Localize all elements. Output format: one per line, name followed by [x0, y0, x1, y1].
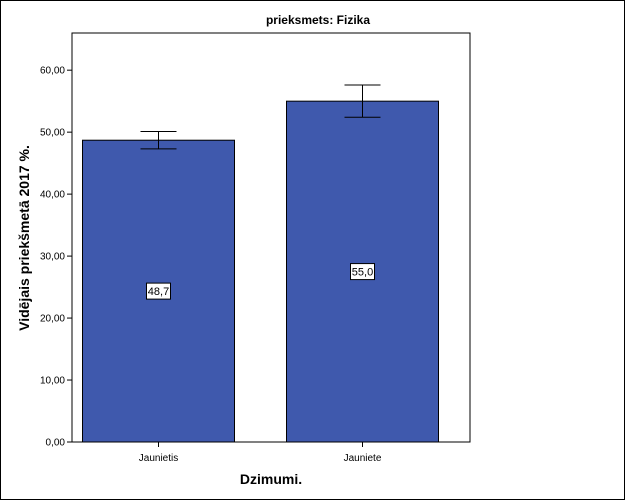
y-tick-label: 0,00 — [46, 438, 66, 449]
data-label: 55,0 — [352, 267, 373, 279]
y-axis-title: Vidējais priekšmetā 2017 %. — [16, 145, 32, 331]
x-tick-label: Jauniete — [344, 453, 382, 464]
chart-title: prieksmets: Fizika — [266, 13, 370, 27]
y-axis: 0,00 10,00 20,00 30,00 40,00 50,00 60,00 — [40, 66, 72, 449]
y-tick-label: 10,00 — [40, 376, 65, 387]
y-tick-label: 50,00 — [40, 128, 65, 139]
y-tick-label: 30,00 — [40, 252, 65, 263]
data-label-box — [146, 282, 171, 300]
y-tick-label: 60,00 — [40, 66, 65, 77]
y-tick-label: 20,00 — [40, 314, 65, 325]
data-label: 48,7 — [148, 286, 169, 298]
x-tick-label: Jaunietis — [139, 453, 178, 464]
x-axis-title: Dzimumi. — [240, 471, 302, 487]
y-tick-label: 40,00 — [40, 190, 65, 201]
bars: 48,7 55,0 — [82, 84, 439, 443]
x-axis: Jaunietis Jauniete — [139, 442, 382, 464]
data-label-box — [350, 263, 375, 281]
